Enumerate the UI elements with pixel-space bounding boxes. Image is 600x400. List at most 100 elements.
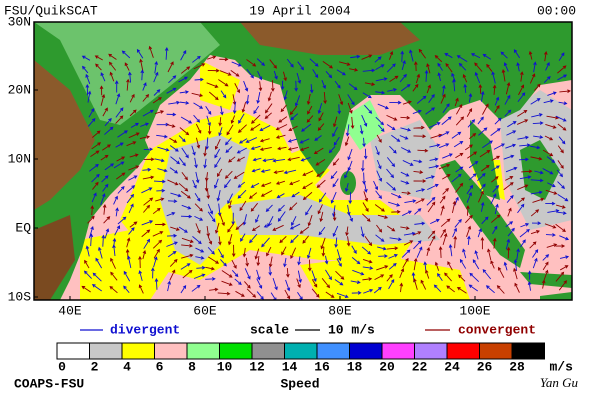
wind-arrow	[503, 62, 509, 72]
wind-arrow	[472, 259, 480, 270]
wind-arrow	[452, 227, 457, 238]
wind-arrow	[481, 216, 489, 225]
wind-arrow	[214, 157, 222, 168]
wind-arrow	[321, 246, 326, 257]
wind-arrow	[416, 246, 423, 258]
axes: 30N 20N 10N EQ 10S 40E 60E 80E 100E	[8, 14, 491, 318]
wind-arrow	[85, 73, 91, 84]
wind-arrow	[205, 277, 216, 281]
wind-arrow	[305, 205, 313, 216]
wind-arrow	[516, 248, 520, 261]
wind-arrow	[533, 135, 544, 139]
wind-arrow	[426, 196, 436, 206]
speed-patch	[160, 135, 250, 265]
wind-arrow	[530, 230, 540, 235]
wind-arrow	[115, 93, 121, 105]
wind-arrow	[332, 116, 338, 128]
wind-arrow	[480, 90, 485, 102]
wind-arrow	[141, 187, 153, 194]
wind-arrow	[518, 84, 525, 96]
wind-arrow	[227, 234, 233, 246]
wind-arrow	[267, 91, 272, 102]
wind-arrow	[412, 83, 419, 92]
wind-arrow	[225, 137, 232, 146]
wind-arrow	[115, 115, 124, 124]
wind-arrow	[313, 147, 324, 155]
wind-arrow	[87, 117, 96, 127]
wind-arrow	[113, 195, 118, 205]
wind-arrow	[152, 97, 162, 104]
wind-arrow	[482, 53, 492, 60]
colorbar-label: 24	[444, 359, 460, 374]
wind-arrow	[415, 198, 425, 204]
wind-arrow	[317, 204, 323, 215]
wind-arrow	[338, 94, 344, 106]
wind-arrow	[412, 109, 422, 115]
wind-arrow	[479, 183, 486, 191]
wind-arrow	[230, 69, 240, 77]
wind-arrow	[557, 65, 567, 74]
wind-arrow	[376, 224, 383, 233]
wind-arrow	[289, 105, 298, 116]
wind-arrow	[557, 181, 565, 189]
header-center: 19 April 2004	[249, 3, 351, 18]
wind-arrow	[194, 215, 204, 221]
wind-arrow	[214, 222, 220, 234]
wind-arrow	[167, 250, 177, 258]
wind-arrow	[429, 157, 439, 162]
wind-arrow	[557, 123, 567, 131]
wind-arrow	[520, 71, 524, 82]
wind-arrow	[348, 212, 353, 222]
wind-arrow	[181, 253, 194, 259]
wind-arrow	[259, 147, 272, 152]
wind-arrow	[103, 216, 111, 224]
wind-arrow	[89, 233, 94, 247]
wind-arrow	[234, 278, 242, 286]
wind-arrow	[84, 259, 90, 269]
wind-arrow	[318, 192, 327, 203]
wind-arrow	[82, 65, 89, 74]
wind-arrow	[180, 284, 187, 294]
wind-arrow	[282, 71, 287, 82]
wind-arrow	[519, 175, 532, 180]
wind-arrow	[136, 48, 144, 59]
wind-arrow	[219, 57, 229, 62]
wind-arrow	[349, 68, 359, 72]
wind-arrow	[517, 203, 525, 214]
wind-arrow	[307, 214, 313, 227]
wind-arrow	[557, 211, 567, 215]
wind-arrow	[108, 61, 117, 71]
wind-arrow	[124, 62, 130, 71]
wind-arrow	[92, 181, 99, 190]
wind-arrow	[259, 125, 271, 132]
wind-arrow	[481, 164, 490, 172]
wind-arrow	[155, 222, 166, 227]
wind-arrow	[478, 190, 484, 203]
wind-arrow	[545, 124, 557, 129]
wind-arrow	[224, 170, 233, 179]
wind-arrow	[268, 256, 273, 268]
wind-arrow	[142, 109, 154, 117]
land	[34, 22, 572, 300]
wind-arrow	[112, 244, 116, 257]
wind-arrow	[516, 119, 529, 125]
wind-arrow	[226, 124, 234, 136]
malay-peninsula	[470, 120, 500, 200]
wind-arrow	[231, 244, 236, 258]
wind-arrow	[477, 228, 482, 238]
wind-arrow	[234, 83, 240, 94]
wind-arrow	[250, 145, 261, 150]
wind-arrow	[437, 72, 442, 82]
wind-arrow	[196, 265, 206, 270]
wind-arrow	[352, 269, 365, 276]
colorbar-swatch	[349, 342, 383, 360]
wind-arrow	[104, 117, 112, 127]
wind-arrow	[528, 50, 533, 60]
wind-arrow	[444, 272, 452, 282]
wind-arrow	[114, 80, 119, 93]
wind-arrow	[493, 143, 505, 150]
wind-arrow	[109, 285, 118, 294]
wind-arrow	[336, 69, 346, 76]
wind-arrow	[233, 171, 245, 179]
wind-arrow	[104, 126, 114, 135]
